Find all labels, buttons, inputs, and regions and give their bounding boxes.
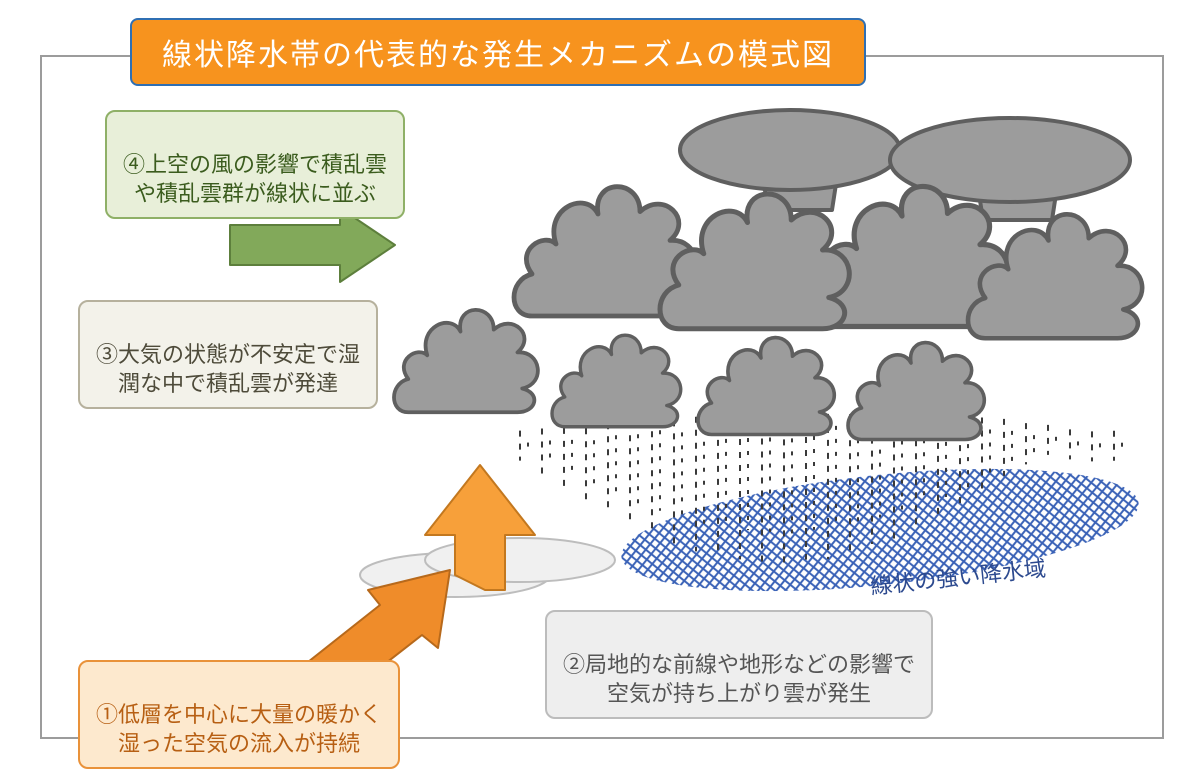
callout-step2: ②局地的な前線や地形などの影響で 空気が持ち上がり雲が発生 <box>545 610 933 719</box>
callout-step3: ③大気の状態が不安定で湿 潤な中で積乱雲が発達 <box>78 300 378 409</box>
callout-step1: ①低層を中心に大量の暖かく 湿った空気の流入が持続 <box>78 660 400 769</box>
callout-step4-text: ④上空の風の影響で積乱雲 や積乱雲群が線状に並ぶ <box>123 152 387 207</box>
callout-step4: ④上空の風の影響で積乱雲 や積乱雲群が線状に並ぶ <box>105 110 405 219</box>
callout-step1-text: ①低層を中心に大量の暖かく 湿った空気の流入が持続 <box>96 702 382 757</box>
callout-step2-text: ②局地的な前線や地形などの影響で 空気が持ち上がり雲が発生 <box>563 652 915 707</box>
callout-step3-text: ③大気の状態が不安定で湿 潤な中で積乱雲が発達 <box>96 342 360 397</box>
